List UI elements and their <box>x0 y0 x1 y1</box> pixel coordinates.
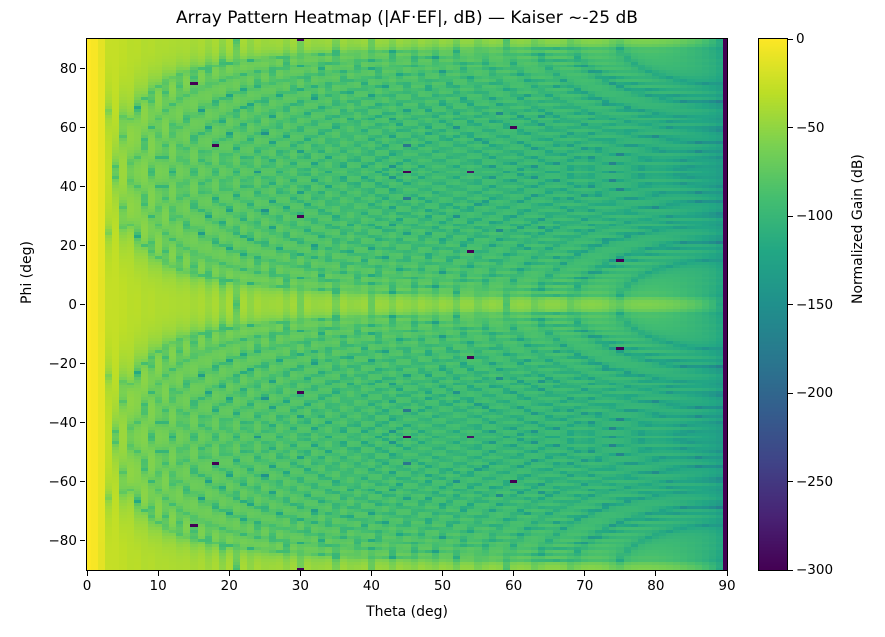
y-tick-mark <box>80 540 85 541</box>
y-tick-mark <box>80 127 85 128</box>
heatmap-canvas <box>87 39 727 570</box>
colorbar-tick-mark <box>788 481 793 482</box>
y-tick-label: −60 <box>48 473 78 490</box>
colorbar-tick-label: −50 <box>796 119 825 136</box>
y-tick-label: 80 <box>59 60 77 77</box>
x-tick-label: 20 <box>220 578 238 594</box>
y-tick-label: −20 <box>48 355 78 372</box>
x-axis-label: Theta (deg) <box>366 604 448 620</box>
colorbar <box>758 38 788 571</box>
colorbar-tick-mark <box>788 215 793 217</box>
colorbar-tick-mark <box>788 127 793 128</box>
x-tick-label: 80 <box>647 578 665 594</box>
x-tick-mark <box>655 571 657 576</box>
x-tick-label: 30 <box>291 578 309 594</box>
chart-title: Array Pattern Heatmap (|AF·EF|, dB) — Ka… <box>176 8 638 28</box>
x-tick-label: 40 <box>362 578 381 594</box>
y-tick-mark <box>80 363 85 364</box>
colorbar-tick-mark <box>788 392 793 394</box>
colorbar-tick-label: −150 <box>796 296 834 313</box>
colorbar-canvas <box>759 39 787 570</box>
x-tick-mark <box>726 571 728 576</box>
colorbar-tick-mark <box>788 38 793 40</box>
x-tick-mark <box>370 571 372 576</box>
y-tick-label: 0 <box>68 296 77 313</box>
x-tick-label: 10 <box>149 578 167 594</box>
y-tick-mark <box>80 245 85 246</box>
colorbar-tick-label: −200 <box>796 385 834 401</box>
colorbar-tick-label: −300 <box>796 562 834 578</box>
plot-area <box>86 38 728 571</box>
x-tick-label: 70 <box>576 578 594 594</box>
x-tick-label: 90 <box>718 578 736 594</box>
x-tick-mark <box>584 571 586 576</box>
colorbar-tick-label: −100 <box>796 208 834 224</box>
colorbar-tick-label: −250 <box>796 473 834 490</box>
x-tick-mark <box>228 571 230 576</box>
x-tick-mark <box>442 571 444 576</box>
x-tick-mark <box>513 571 515 576</box>
y-tick-label: 40 <box>59 178 77 195</box>
y-tick-label: −80 <box>48 532 78 549</box>
x-tick-label: 0 <box>82 578 92 594</box>
y-tick-label: 60 <box>59 119 77 136</box>
y-tick-mark <box>80 304 85 305</box>
y-tick-mark <box>80 68 85 69</box>
colorbar-tick-mark <box>788 304 793 305</box>
y-tick-mark <box>80 481 85 482</box>
y-tick-mark <box>80 422 85 423</box>
x-tick-label: 50 <box>433 578 452 594</box>
y-tick-label: 20 <box>59 237 77 254</box>
x-tick-mark <box>157 571 159 576</box>
x-tick-label: 60 <box>505 578 523 594</box>
colorbar-tick-label: 0 <box>796 31 805 47</box>
x-tick-mark <box>299 571 301 576</box>
y-tick-mark <box>80 186 85 187</box>
x-tick-mark <box>86 571 88 576</box>
colorbar-tick-mark <box>788 569 793 571</box>
y-tick-label: −40 <box>48 414 78 431</box>
